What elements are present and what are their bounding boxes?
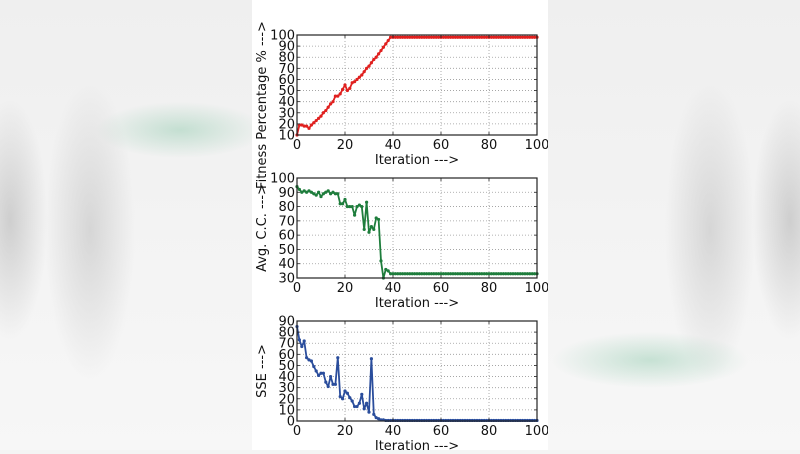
svg-text:40: 40	[385, 281, 402, 296]
plot-frame	[296, 34, 538, 136]
svg-text:0: 0	[293, 424, 301, 439]
grid-lines	[297, 35, 537, 135]
svg-text:30: 30	[278, 106, 295, 121]
svg-text:50: 50	[278, 359, 295, 374]
svg-text:80: 80	[278, 51, 295, 66]
svg-text:0: 0	[293, 138, 301, 153]
svg-text:40: 40	[278, 370, 295, 385]
series-markers	[295, 324, 539, 423]
series-line	[296, 326, 537, 422]
svg-text:20: 20	[337, 281, 354, 296]
x-axis-label: Iteration --->	[375, 296, 459, 311]
grid-lines	[297, 321, 537, 421]
svg-text:80: 80	[278, 200, 295, 215]
svg-text:80: 80	[278, 326, 295, 341]
figure-panel: 10 20 30 40 50 60 70 80 90 100 0 20 40 60 80 100 Iterati…	[252, 0, 550, 454]
svg-text:0: 0	[293, 281, 301, 296]
svg-text:100: 100	[525, 138, 548, 153]
svg-text:80: 80	[481, 138, 498, 153]
series-line	[296, 36, 537, 136]
svg-text:70: 70	[278, 62, 295, 77]
svg-text:90: 90	[278, 40, 295, 55]
svg-text:90: 90	[278, 315, 295, 330]
svg-text:20: 20	[337, 138, 354, 153]
svg-text:50: 50	[278, 84, 295, 99]
svg-text:70: 70	[278, 337, 295, 352]
svg-text:100: 100	[270, 172, 295, 187]
y-axis-label: Fitness Percentage % --->	[255, 21, 270, 189]
svg-text:10: 10	[278, 403, 295, 418]
grid-lines	[297, 178, 537, 278]
svg-text:80: 80	[481, 424, 498, 439]
svg-text:20: 20	[337, 424, 354, 439]
svg-text:30: 30	[278, 272, 295, 287]
x-tick-labels: 0 20 40 60 80 100	[293, 281, 550, 296]
svg-text:70: 70	[278, 214, 295, 229]
svg-text:100: 100	[270, 29, 295, 44]
svg-text:90: 90	[278, 186, 295, 201]
y-axis-label: SSE --->	[255, 344, 270, 398]
series-markers	[295, 35, 539, 137]
svg-text:100: 100	[525, 281, 548, 296]
svg-text:60: 60	[433, 138, 450, 153]
svg-text:40: 40	[385, 138, 402, 153]
svg-text:40: 40	[278, 257, 295, 272]
svg-text:60: 60	[433, 424, 450, 439]
svg-text:20: 20	[278, 392, 295, 407]
plot-frame	[296, 320, 538, 422]
series-markers	[295, 184, 539, 280]
svg-text:60: 60	[278, 348, 295, 363]
svg-text:0: 0	[287, 415, 295, 430]
svg-text:20: 20	[278, 117, 295, 132]
svg-text:60: 60	[433, 281, 450, 296]
svg-text:60: 60	[278, 229, 295, 244]
x-axis-label: Iteration --->	[375, 439, 459, 450]
svg-text:80: 80	[481, 281, 498, 296]
svg-text:40: 40	[278, 95, 295, 110]
svg-text:50: 50	[278, 243, 295, 258]
y-axis-label: Avg. C.C. --->	[255, 184, 270, 272]
svg-text:10: 10	[278, 129, 295, 144]
svg-text:60: 60	[278, 73, 295, 88]
plot-frame	[296, 177, 538, 279]
svg-text:30: 30	[278, 381, 295, 396]
x-axis-label: Iteration --->	[375, 153, 459, 168]
svg-text:40: 40	[385, 424, 402, 439]
svg-text:100: 100	[525, 424, 548, 439]
series-line	[296, 186, 537, 279]
x-tick-labels: 0 20 40 60 80 100	[293, 424, 550, 439]
x-tick-labels: 0 20 40 60 80 100	[293, 138, 550, 153]
